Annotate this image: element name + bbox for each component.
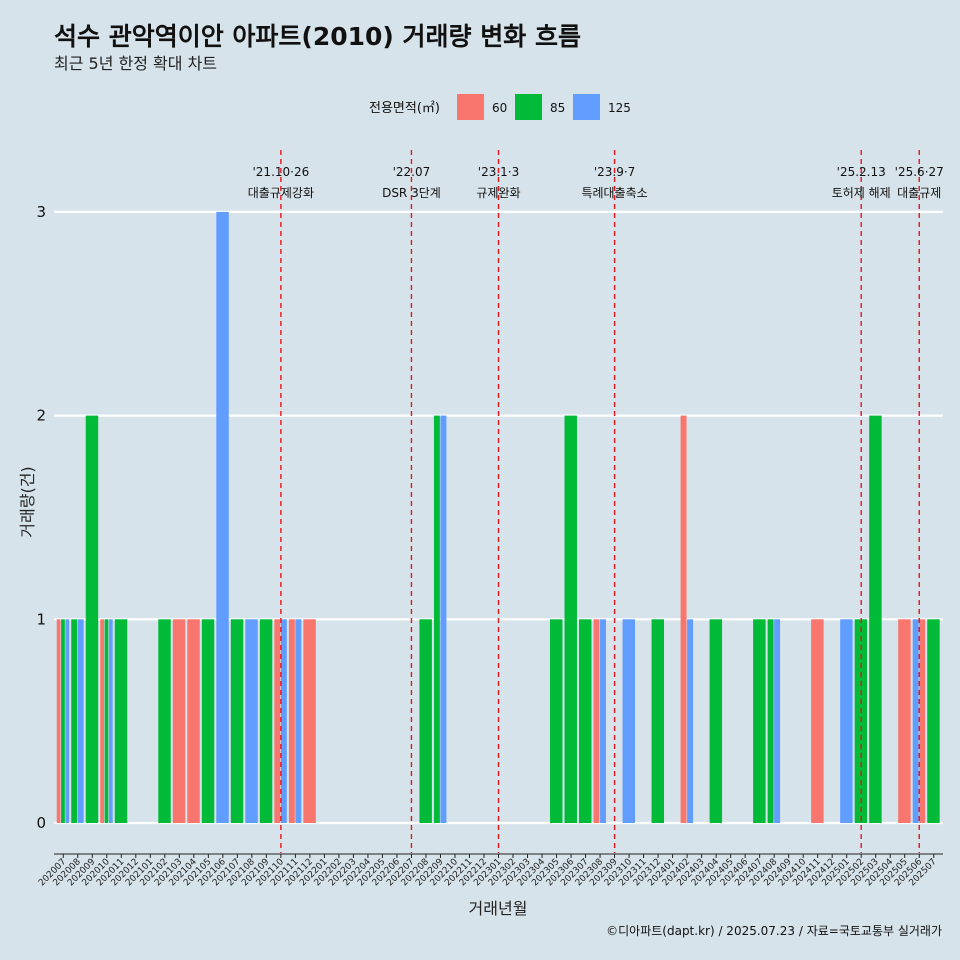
bar: [687, 619, 694, 823]
bar: [927, 619, 940, 823]
bar: [288, 619, 295, 823]
bar: [709, 619, 723, 823]
y-axis: 0 1 2 3: [36, 203, 46, 832]
bar: [85, 415, 99, 823]
bar: [919, 619, 926, 823]
bar: [295, 619, 302, 823]
bar: [550, 619, 563, 823]
y-tick-label: 3: [36, 203, 46, 221]
bar: [564, 415, 577, 823]
legend-label-60: 60: [492, 101, 507, 115]
event-label: 대출규제: [897, 186, 941, 200]
bar: [201, 619, 215, 823]
bar: [651, 619, 665, 823]
bar: [216, 211, 229, 823]
event-label: DSR 3단계: [382, 186, 441, 200]
event-markers: '21.10·26 대출규제강화 '22.07 DSR 3단계 '23.1·3 규제완화 '…: [248, 150, 944, 853]
bar: [303, 619, 316, 823]
legend: 전용면적(㎡) 60 85 125: [369, 94, 631, 120]
bar: [245, 619, 258, 823]
bar: [419, 619, 432, 823]
bar: [280, 619, 287, 823]
bar: [108, 619, 113, 823]
event-label: 규제완화: [476, 186, 520, 200]
bar: [274, 619, 281, 823]
legend-label-125: 125: [608, 101, 631, 115]
bar: [593, 619, 600, 823]
bar: [104, 619, 109, 823]
bar: [65, 619, 70, 823]
chart-title: 석수 관악역이안 아파트(2010) 거래량 변화 흐름: [54, 22, 581, 51]
bar: [77, 619, 84, 823]
bar: [579, 619, 592, 823]
bar: [100, 619, 105, 823]
event-date-label: '22.07: [393, 165, 431, 179]
event-date-label: '23.1·3: [478, 165, 519, 179]
bar: [811, 619, 824, 823]
bar: [158, 619, 171, 823]
bar: [433, 415, 440, 823]
y-tick-label: 1: [36, 610, 46, 628]
legend-label-85: 85: [550, 101, 565, 115]
bar: [767, 619, 774, 823]
bar: [56, 619, 61, 823]
bar: [774, 619, 781, 823]
bar: [753, 619, 766, 823]
bar: [259, 619, 273, 823]
legend-swatch-125: [573, 94, 600, 120]
bar: [230, 619, 244, 823]
bar: [172, 619, 186, 823]
event-date-label: '23.9·7: [594, 165, 635, 179]
legend-swatch-85: [515, 94, 542, 120]
y-axis-title: 거래량(건): [18, 466, 37, 537]
chart-subtitle: 최근 5년 한정 확대 차트: [54, 54, 217, 73]
bar: [680, 415, 687, 823]
bar: [898, 619, 911, 823]
event-label: 토허제 해제: [832, 186, 891, 200]
bar: [622, 619, 636, 823]
legend-title: 전용면적(㎡): [369, 101, 440, 116]
event-label: 특례대출축소: [581, 186, 647, 200]
event-date-label: '21.10·26: [253, 165, 310, 179]
legend-swatch-60: [457, 94, 484, 120]
bar: [912, 619, 919, 823]
caption: ©디아파트(dapt.kr) / 2025.07.23 / 자료=국토교통부 실…: [606, 924, 942, 938]
bar: [71, 619, 78, 823]
bars: [56, 211, 940, 823]
event-date-label: '25.2.13: [837, 165, 886, 179]
bar: [840, 619, 853, 823]
bar: [600, 619, 606, 823]
bar: [869, 415, 882, 823]
y-tick-label: 2: [36, 407, 46, 425]
bar: [187, 619, 200, 823]
x-axis: 2020072020082020092020102020112020122021…: [37, 853, 943, 888]
event-date-label: '25.6·27: [895, 165, 944, 179]
bar: [61, 619, 65, 823]
y-tick-label: 0: [36, 814, 46, 832]
bar: [114, 619, 128, 823]
event-label: 대출규제강화: [248, 186, 314, 200]
x-axis-title: 거래년월: [469, 899, 528, 918]
bar: [440, 415, 447, 823]
